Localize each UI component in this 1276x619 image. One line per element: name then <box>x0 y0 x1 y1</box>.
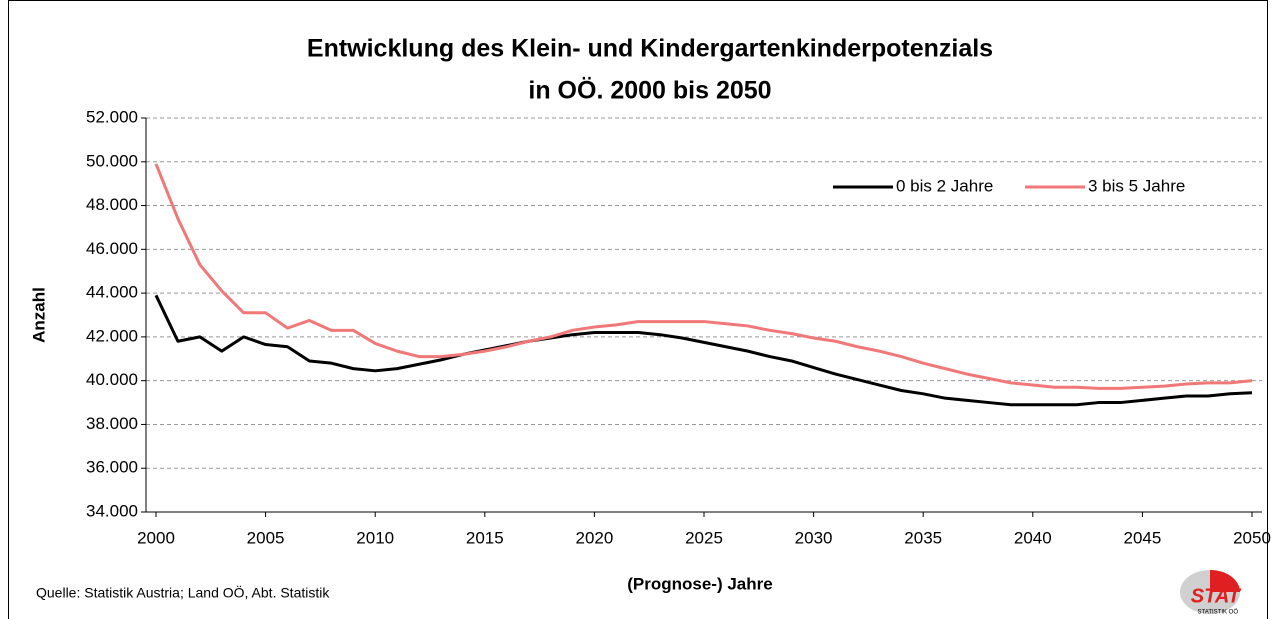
x-tick-label: 2010 <box>356 528 394 547</box>
frame <box>8 0 1268 619</box>
y-tick-label: 44.000 <box>86 283 138 302</box>
logo-text: STAT <box>1191 585 1242 607</box>
y-tick-label: 42.000 <box>86 326 138 345</box>
y-tick-label: 46.000 <box>86 239 138 258</box>
x-axis-label: (Prognose-) Jahre <box>627 574 772 593</box>
series-line <box>154 163 1253 390</box>
y-tick-label: 38.000 <box>86 414 138 433</box>
y-tick-label: 40.000 <box>86 370 138 389</box>
series-line <box>154 294 1253 407</box>
source-note: Quelle: Statistik Austria; Land OÖ, Abt.… <box>36 584 330 601</box>
legend-label: 0 bis 2 Jahre <box>896 176 993 195</box>
x-tick-label: 2030 <box>795 528 833 547</box>
y-tick-label: 48.000 <box>86 195 138 214</box>
chart-title: in OÖ. 2000 bis 2050 <box>528 76 771 105</box>
logo-shape <box>1210 570 1240 592</box>
x-tick-label: 2005 <box>247 528 285 547</box>
y-tick-label: 52.000 <box>86 107 138 126</box>
y-tick-label: 50.000 <box>86 151 138 170</box>
x-tick-label: 2015 <box>466 528 504 547</box>
logo-subtext: STATISTIK OÖ <box>1198 609 1239 616</box>
y-tick-label: 36.000 <box>86 458 138 477</box>
x-tick-label: 2020 <box>575 528 613 547</box>
x-tick-label: 2050 <box>1233 528 1271 547</box>
logo: STAT STATISTIK OÖ <box>1180 570 1242 616</box>
x-tick-label: 2000 <box>137 528 175 547</box>
x-tick-label: 2040 <box>1014 528 1052 547</box>
chart-title: Entwicklung des Klein- und Kindergartenk… <box>307 35 993 63</box>
x-tick-label: 2025 <box>685 528 723 547</box>
y-axis-label: Anzahl <box>29 287 48 343</box>
y-tick-label: 34.000 <box>86 501 138 520</box>
legend-label: 3 bis 5 Jahre <box>1088 176 1185 195</box>
x-tick-label: 2035 <box>904 528 942 547</box>
x-tick-label: 2045 <box>1123 528 1161 547</box>
